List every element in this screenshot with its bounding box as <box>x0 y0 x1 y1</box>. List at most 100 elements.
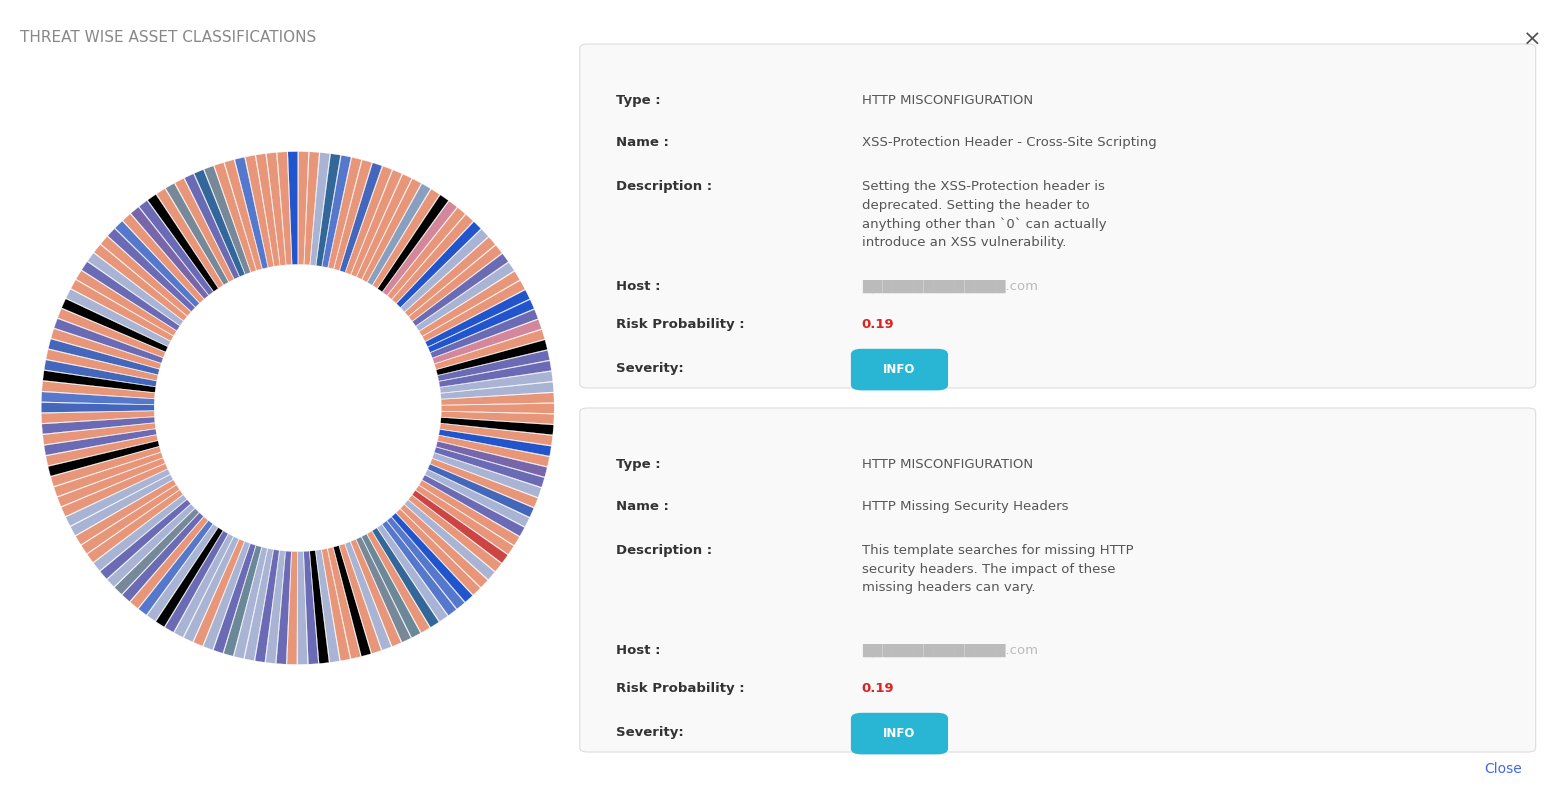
Wedge shape <box>277 152 291 265</box>
Wedge shape <box>440 418 553 435</box>
Wedge shape <box>58 309 166 358</box>
Wedge shape <box>107 504 194 586</box>
Wedge shape <box>71 280 174 341</box>
Text: HTTP Missing Security Headers: HTTP Missing Security Headers <box>862 500 1069 513</box>
Wedge shape <box>88 490 183 562</box>
Wedge shape <box>44 360 157 386</box>
Wedge shape <box>362 534 420 638</box>
Wedge shape <box>396 222 481 307</box>
Wedge shape <box>147 524 218 621</box>
FancyBboxPatch shape <box>851 713 948 754</box>
Wedge shape <box>77 270 177 336</box>
Wedge shape <box>378 525 448 622</box>
Wedge shape <box>58 458 165 506</box>
Wedge shape <box>139 201 213 295</box>
Wedge shape <box>437 350 550 381</box>
Wedge shape <box>357 174 412 279</box>
Wedge shape <box>41 411 155 423</box>
Wedge shape <box>315 550 340 662</box>
Wedge shape <box>351 170 403 277</box>
Wedge shape <box>66 469 171 526</box>
Wedge shape <box>265 550 285 663</box>
Text: ██████████████.com: ██████████████.com <box>862 644 1037 658</box>
Wedge shape <box>432 319 542 364</box>
Text: Description :: Description : <box>616 544 711 557</box>
Wedge shape <box>415 486 514 554</box>
Wedge shape <box>61 464 168 516</box>
Text: Name :: Name : <box>616 136 669 149</box>
Wedge shape <box>108 229 196 311</box>
Wedge shape <box>425 290 530 347</box>
Wedge shape <box>244 549 273 661</box>
Wedge shape <box>412 254 508 326</box>
Text: Setting the XSS-Protection header is
deprecated. Setting the header to
anything : Setting the XSS-Protection header is dep… <box>862 180 1106 250</box>
Wedge shape <box>224 160 262 270</box>
Wedge shape <box>434 447 544 487</box>
Wedge shape <box>255 550 279 662</box>
Wedge shape <box>114 509 199 594</box>
Text: Severity:: Severity: <box>616 362 683 375</box>
Wedge shape <box>440 423 553 446</box>
Wedge shape <box>392 214 473 303</box>
Text: Name :: Name : <box>616 500 669 513</box>
FancyBboxPatch shape <box>580 408 1536 752</box>
Wedge shape <box>304 551 318 664</box>
Wedge shape <box>130 517 208 609</box>
Wedge shape <box>81 262 180 330</box>
Wedge shape <box>157 189 224 288</box>
Wedge shape <box>44 429 157 455</box>
Wedge shape <box>183 537 238 642</box>
Text: THREAT WISE ASSET CLASSIFICATIONS: THREAT WISE ASSET CLASSIFICATIONS <box>20 30 317 45</box>
Wedge shape <box>429 458 537 507</box>
Text: HTTP MISCONFIGURATION: HTTP MISCONFIGURATION <box>862 458 1033 471</box>
Wedge shape <box>288 151 298 265</box>
Wedge shape <box>345 542 392 650</box>
Wedge shape <box>49 339 160 374</box>
Wedge shape <box>224 546 262 656</box>
Wedge shape <box>439 430 552 456</box>
Wedge shape <box>235 157 268 269</box>
Wedge shape <box>418 480 519 546</box>
Wedge shape <box>434 330 545 370</box>
Wedge shape <box>404 237 495 317</box>
Wedge shape <box>100 237 191 316</box>
Wedge shape <box>71 474 172 535</box>
Wedge shape <box>41 402 154 413</box>
Wedge shape <box>204 542 251 650</box>
Wedge shape <box>310 153 331 266</box>
Wedge shape <box>94 495 186 570</box>
Text: 0.19: 0.19 <box>862 682 895 695</box>
Wedge shape <box>356 537 411 642</box>
Wedge shape <box>439 361 552 387</box>
Wedge shape <box>404 500 495 579</box>
Wedge shape <box>75 480 176 545</box>
Wedge shape <box>423 281 525 342</box>
Wedge shape <box>340 162 382 272</box>
Wedge shape <box>147 194 218 291</box>
Text: This template searches for missing HTTP
security headers. The impact of these
mi: This template searches for missing HTTP … <box>862 544 1133 594</box>
Wedge shape <box>215 162 257 272</box>
Wedge shape <box>428 464 534 517</box>
Text: HTTP MISCONFIGURATION: HTTP MISCONFIGURATION <box>862 94 1033 107</box>
Wedge shape <box>387 517 465 609</box>
Wedge shape <box>50 446 161 486</box>
Wedge shape <box>255 154 280 266</box>
Wedge shape <box>100 499 191 579</box>
Wedge shape <box>246 155 274 267</box>
Wedge shape <box>412 490 508 563</box>
Wedge shape <box>400 505 487 587</box>
Text: Type :: Type : <box>616 458 660 471</box>
Wedge shape <box>371 528 439 627</box>
Wedge shape <box>367 531 429 633</box>
Wedge shape <box>387 207 465 299</box>
Wedge shape <box>328 158 362 269</box>
Text: INFO: INFO <box>884 363 915 376</box>
Text: Severity:: Severity: <box>616 726 683 739</box>
Wedge shape <box>422 475 525 536</box>
Wedge shape <box>266 153 285 266</box>
Wedge shape <box>42 370 155 393</box>
Text: INFO: INFO <box>884 727 915 740</box>
Text: Close: Close <box>1484 762 1522 776</box>
Wedge shape <box>338 544 381 654</box>
Wedge shape <box>122 214 204 303</box>
